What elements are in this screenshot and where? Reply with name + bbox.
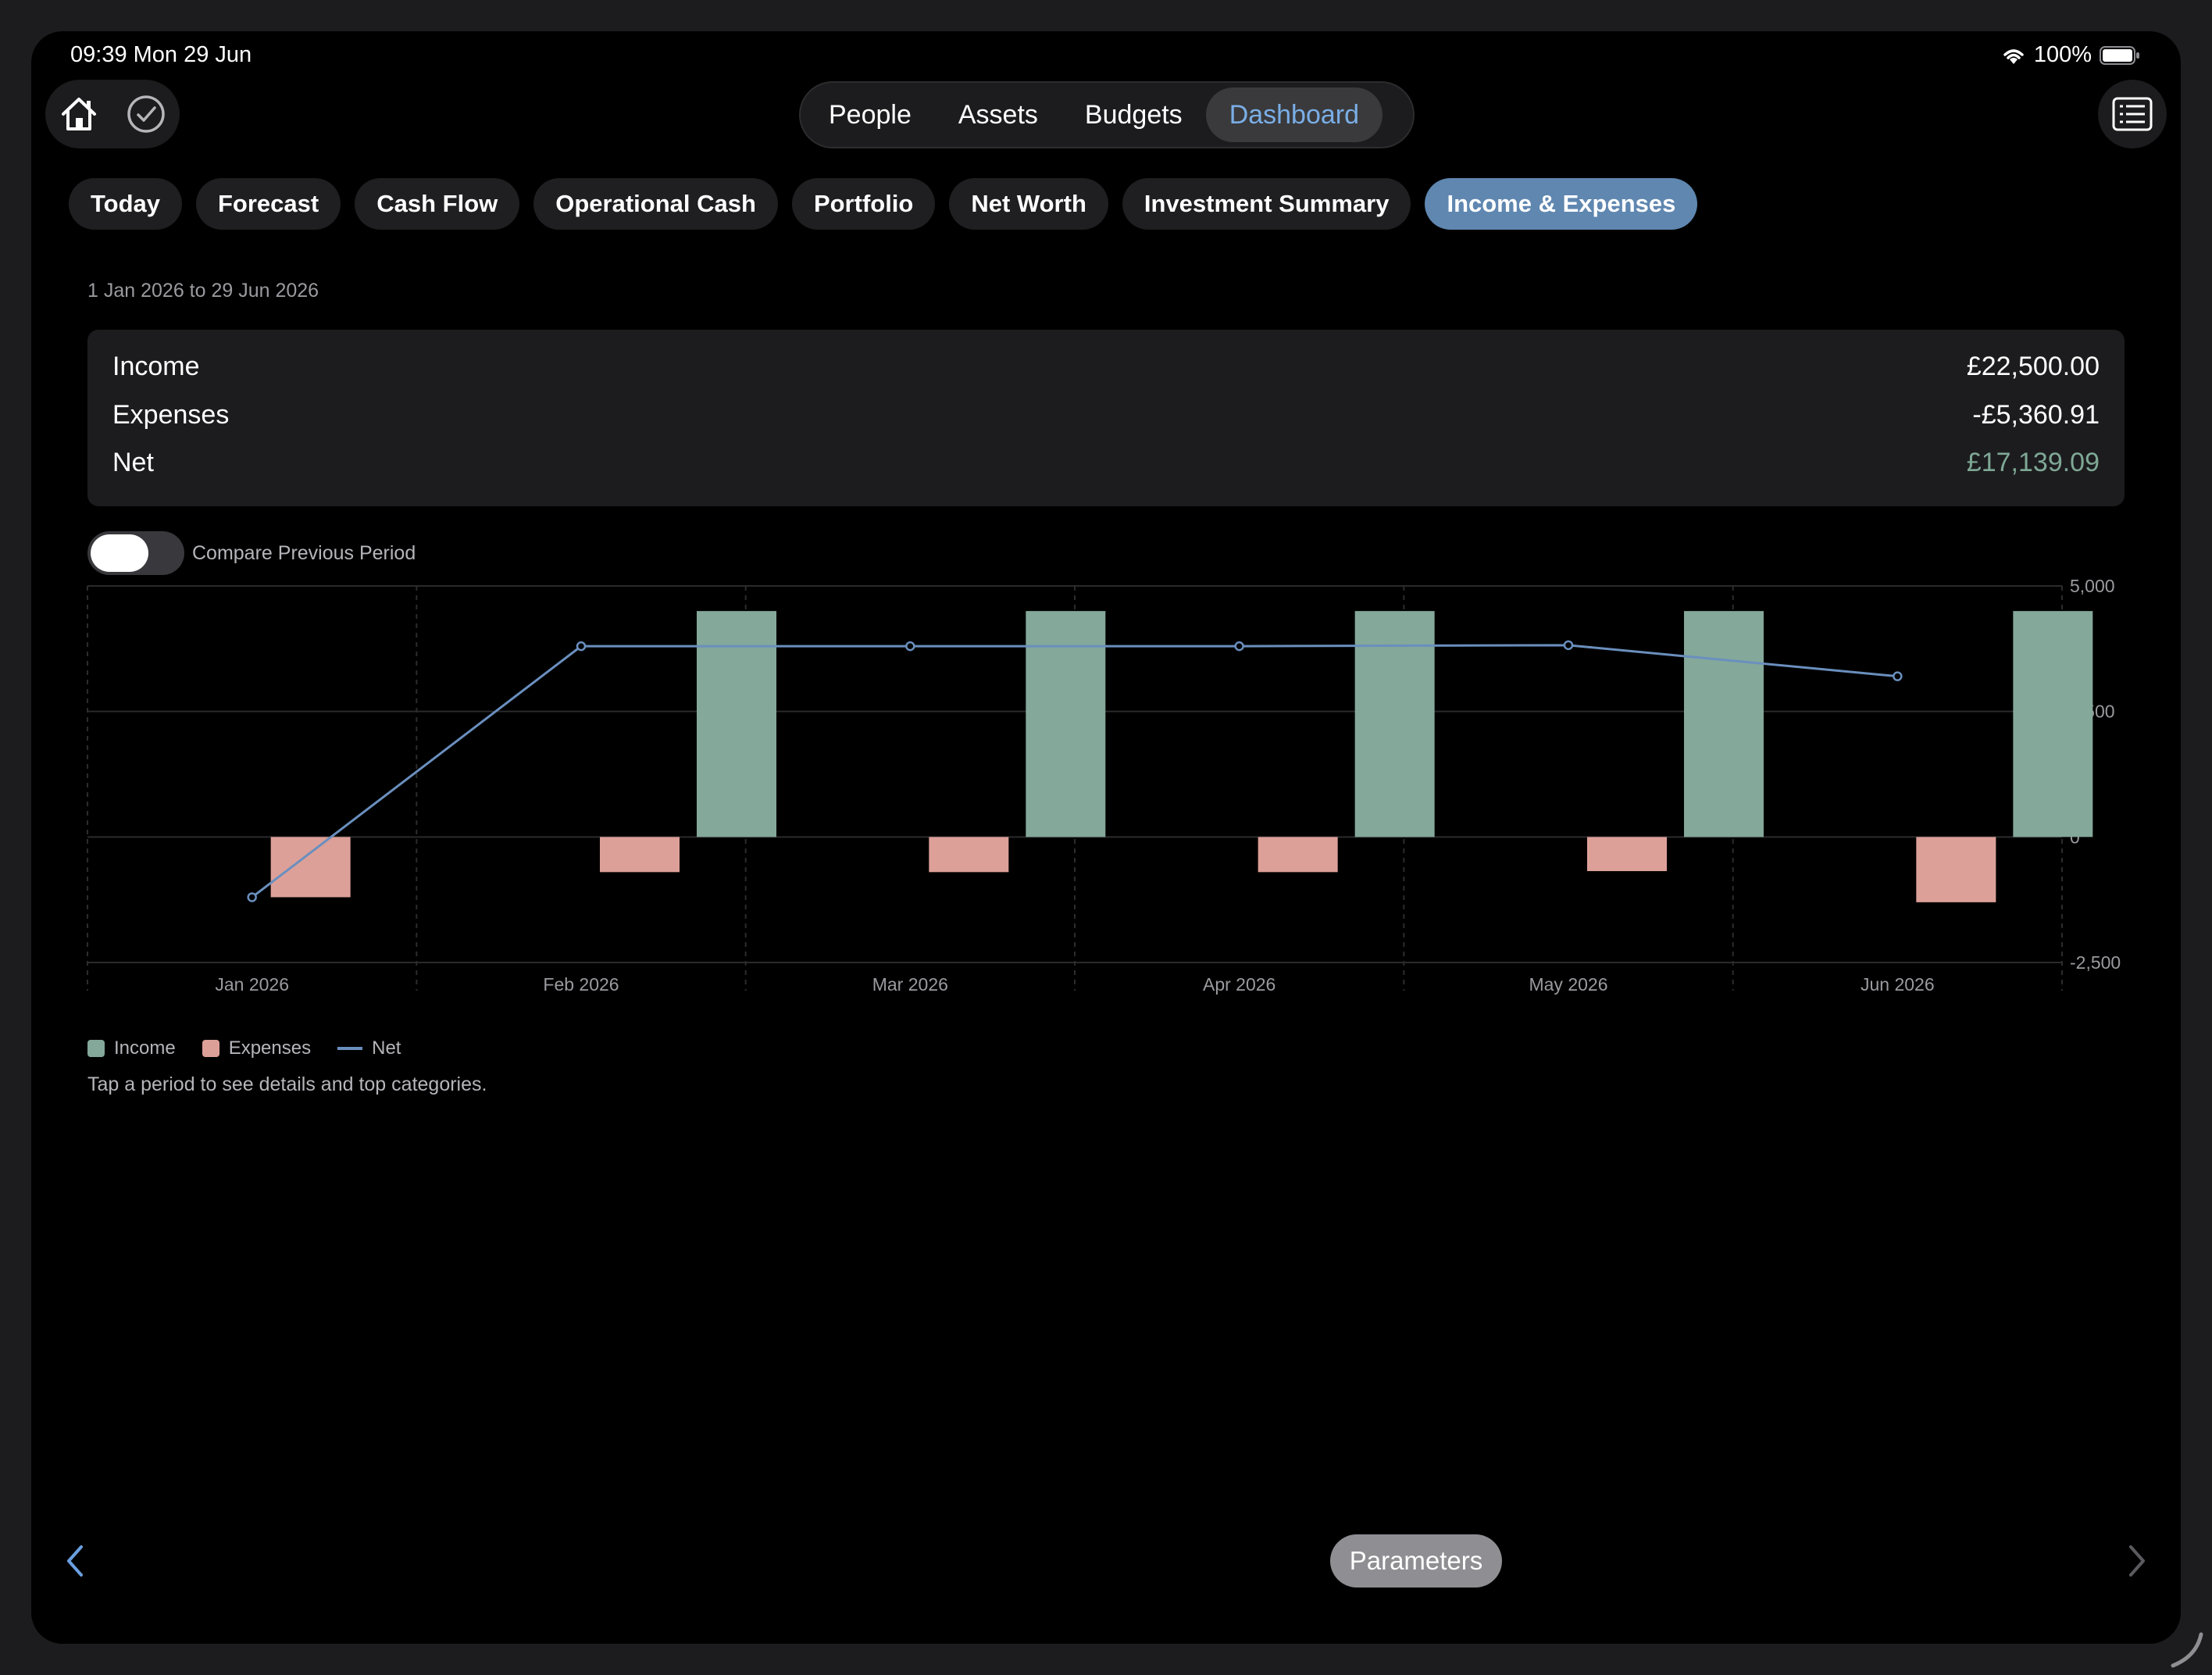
compare-toggle-label: Compare Previous Period <box>192 541 416 564</box>
chip-operational-cash[interactable]: Operational Cash <box>533 178 778 230</box>
status-bar-right: 100% <box>2001 42 2140 68</box>
chevron-left-icon[interactable] <box>59 1539 91 1583</box>
expenses-bar[interactable] <box>929 837 1009 873</box>
net-value: £17,139.09 <box>1966 448 2100 477</box>
income-bar[interactable] <box>2013 611 2093 838</box>
y-tick-label: -2,500 <box>2070 952 2121 973</box>
legend-net-label: Net <box>372 1038 401 1059</box>
income-bar[interactable] <box>1354 611 1435 838</box>
list-view-button[interactable] <box>2098 80 2167 148</box>
summary-net-row: Net £17,139.09 <box>112 448 2100 478</box>
net-line <box>251 644 1898 898</box>
date-range: 1 Jan 2026 to 29 Jun 2026 <box>87 280 319 302</box>
legend-expenses: Expenses <box>202 1038 311 1059</box>
battery-percent: 100% <box>2033 42 2092 67</box>
expenses-bar[interactable] <box>1587 837 1667 872</box>
x-tick-label: Jun 2026 <box>1861 974 1935 995</box>
summary-card: Income £22,500.00 Expenses -£5,360.91 Ne… <box>87 330 2125 506</box>
chip-forecast[interactable]: Forecast <box>196 178 341 230</box>
screen: 09:39 Mon 29 Jun 100% People Assets Budg… <box>31 31 2181 1644</box>
income-bar[interactable] <box>1684 611 1764 838</box>
resize-corner-icon <box>2171 1632 2203 1668</box>
battery-icon <box>2100 45 2139 65</box>
chip-today[interactable]: Today <box>69 178 182 230</box>
x-tick-label: Mar 2026 <box>872 974 948 995</box>
x-tick-label: Feb 2026 <box>543 974 619 995</box>
income-bar[interactable] <box>1026 611 1106 838</box>
net-point[interactable] <box>1893 671 1903 681</box>
expenses-swatch <box>202 1040 219 1057</box>
income-value: £22,500.00 <box>1966 352 2100 381</box>
y-tick-label: 5,000 <box>2070 576 2115 596</box>
chip-cash-flow[interactable]: Cash Flow <box>355 178 520 230</box>
income-label: Income <box>112 352 200 381</box>
compare-toggle-row: Compare Previous Period <box>87 531 416 575</box>
expenses-value: -£5,360.91 <box>1972 400 2100 430</box>
net-point[interactable] <box>905 641 915 652</box>
home-checkmark-group <box>45 80 180 148</box>
x-tick-label: Jan 2026 <box>215 974 289 995</box>
dashboard-chips: Today Forecast Cash Flow Operational Cas… <box>69 178 1698 230</box>
tab-budgets[interactable]: Budgets <box>1084 99 1183 130</box>
chip-portfolio[interactable]: Portfolio <box>791 178 936 230</box>
tab-assets[interactable]: Assets <box>958 99 1038 130</box>
net-point[interactable] <box>1234 641 1244 652</box>
status-time: 09:39 Mon 29 Jun <box>70 42 252 67</box>
chevron-right-icon[interactable] <box>2121 1539 2153 1583</box>
net-point[interactable] <box>576 641 587 652</box>
expenses-bar[interactable] <box>1258 837 1338 873</box>
chip-investment-summary[interactable]: Investment Summary <box>1122 178 1411 230</box>
x-tick-label: Apr 2026 <box>1203 974 1275 995</box>
summary-expenses-row: Expenses -£5,360.91 <box>112 400 2100 430</box>
expenses-label: Expenses <box>112 400 230 430</box>
legend-income: Income <box>87 1038 176 1059</box>
legend-expenses-label: Expenses <box>228 1038 312 1059</box>
net-point[interactable] <box>247 892 257 902</box>
chip-income-expenses[interactable]: Income & Expenses <box>1425 178 1698 230</box>
net-point[interactable] <box>1563 640 1574 651</box>
legend-net: Net <box>337 1038 401 1059</box>
x-tick-label: May 2026 <box>1529 974 1607 995</box>
summary-income-row: Income £22,500.00 <box>112 352 2100 382</box>
list-icon <box>2112 97 2153 131</box>
home-icon[interactable] <box>57 92 101 136</box>
top-navigation: People Assets Budgets Dashboard <box>799 81 1415 148</box>
chip-net-worth[interactable]: Net Worth <box>949 178 1108 230</box>
tab-people[interactable]: People <box>829 99 912 130</box>
tab-dashboard[interactable]: Dashboard <box>1205 88 1383 142</box>
toggle-knob <box>91 534 148 572</box>
legend-income-label: Income <box>114 1038 176 1059</box>
expenses-bar[interactable] <box>1916 837 1996 902</box>
expenses-bar[interactable] <box>600 837 680 873</box>
chart-legend: Income Expenses Net <box>87 1038 401 1059</box>
checkmark-circle-icon[interactable] <box>124 92 168 136</box>
parameters-button[interactable]: Parameters <box>1330 1534 1502 1588</box>
net-label: Net <box>112 448 154 477</box>
chart-hint: Tap a period to see details and top cate… <box>87 1073 487 1095</box>
wifi-icon <box>2003 48 2024 64</box>
expenses-bar[interactable] <box>270 837 351 898</box>
income-swatch <box>87 1040 105 1057</box>
compare-previous-toggle[interactable] <box>87 531 184 575</box>
net-swatch <box>337 1047 363 1050</box>
income-bar[interactable] <box>697 611 776 838</box>
